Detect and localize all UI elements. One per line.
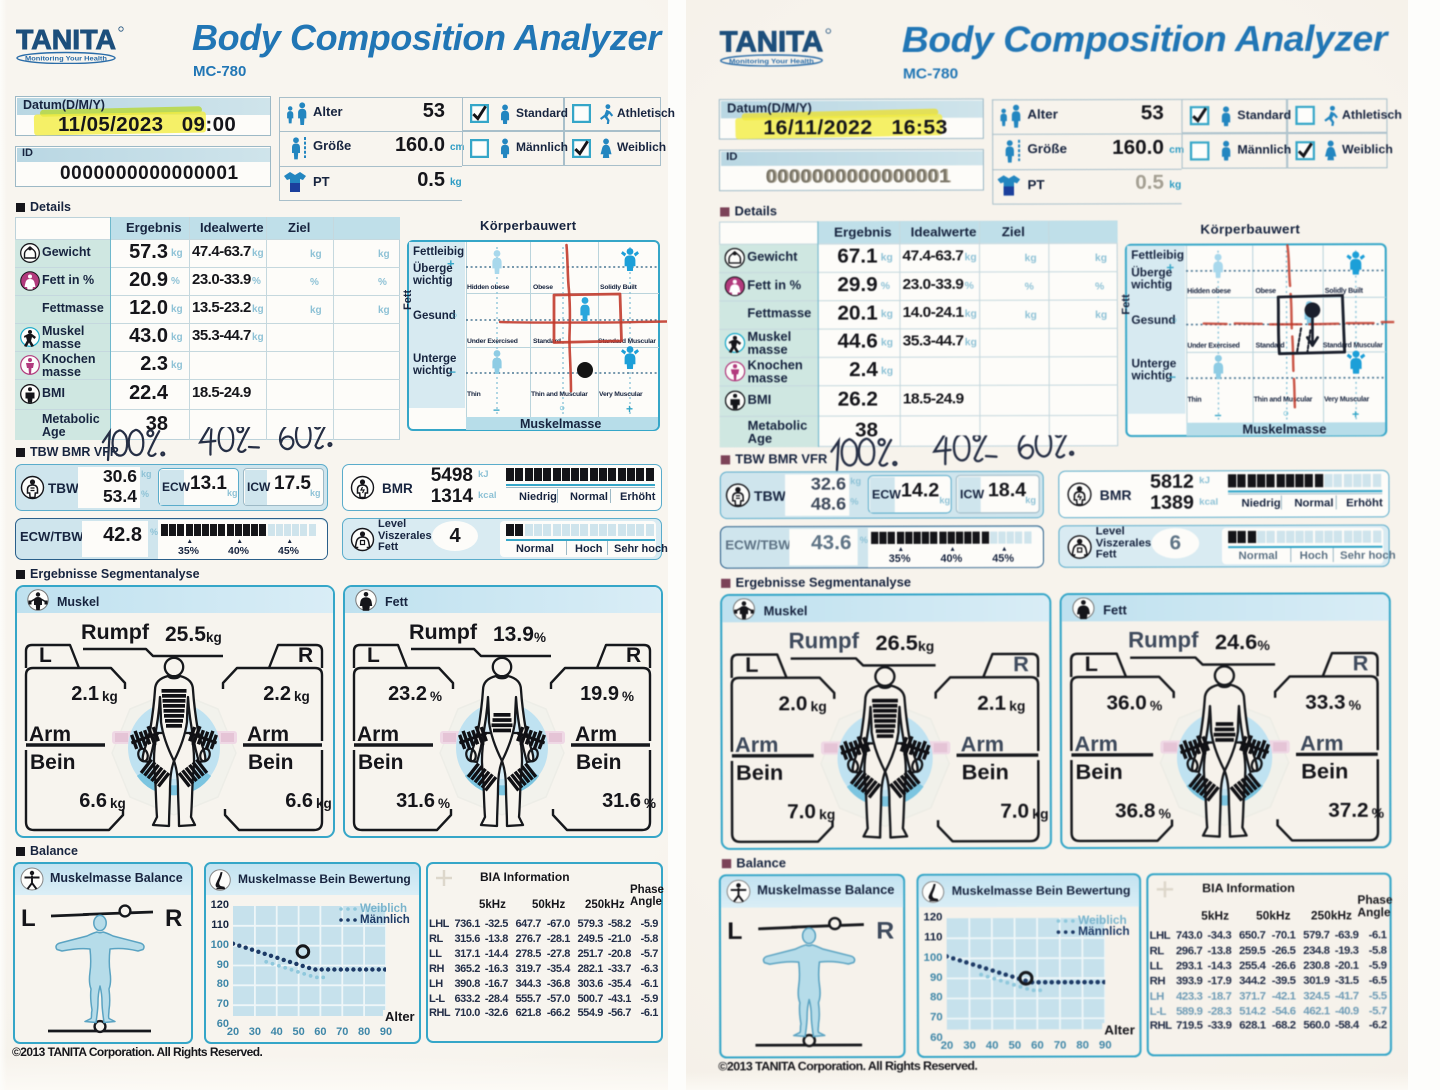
svg-text:Monitoring Your Health: Monitoring Your Health [25,56,107,63]
svg-text:TANITA: TANITA [16,24,116,55]
svg-text:Monitoring Your Health: Monitoring Your Health [729,58,814,65]
svg-text:TANITA: TANITA [720,27,824,59]
